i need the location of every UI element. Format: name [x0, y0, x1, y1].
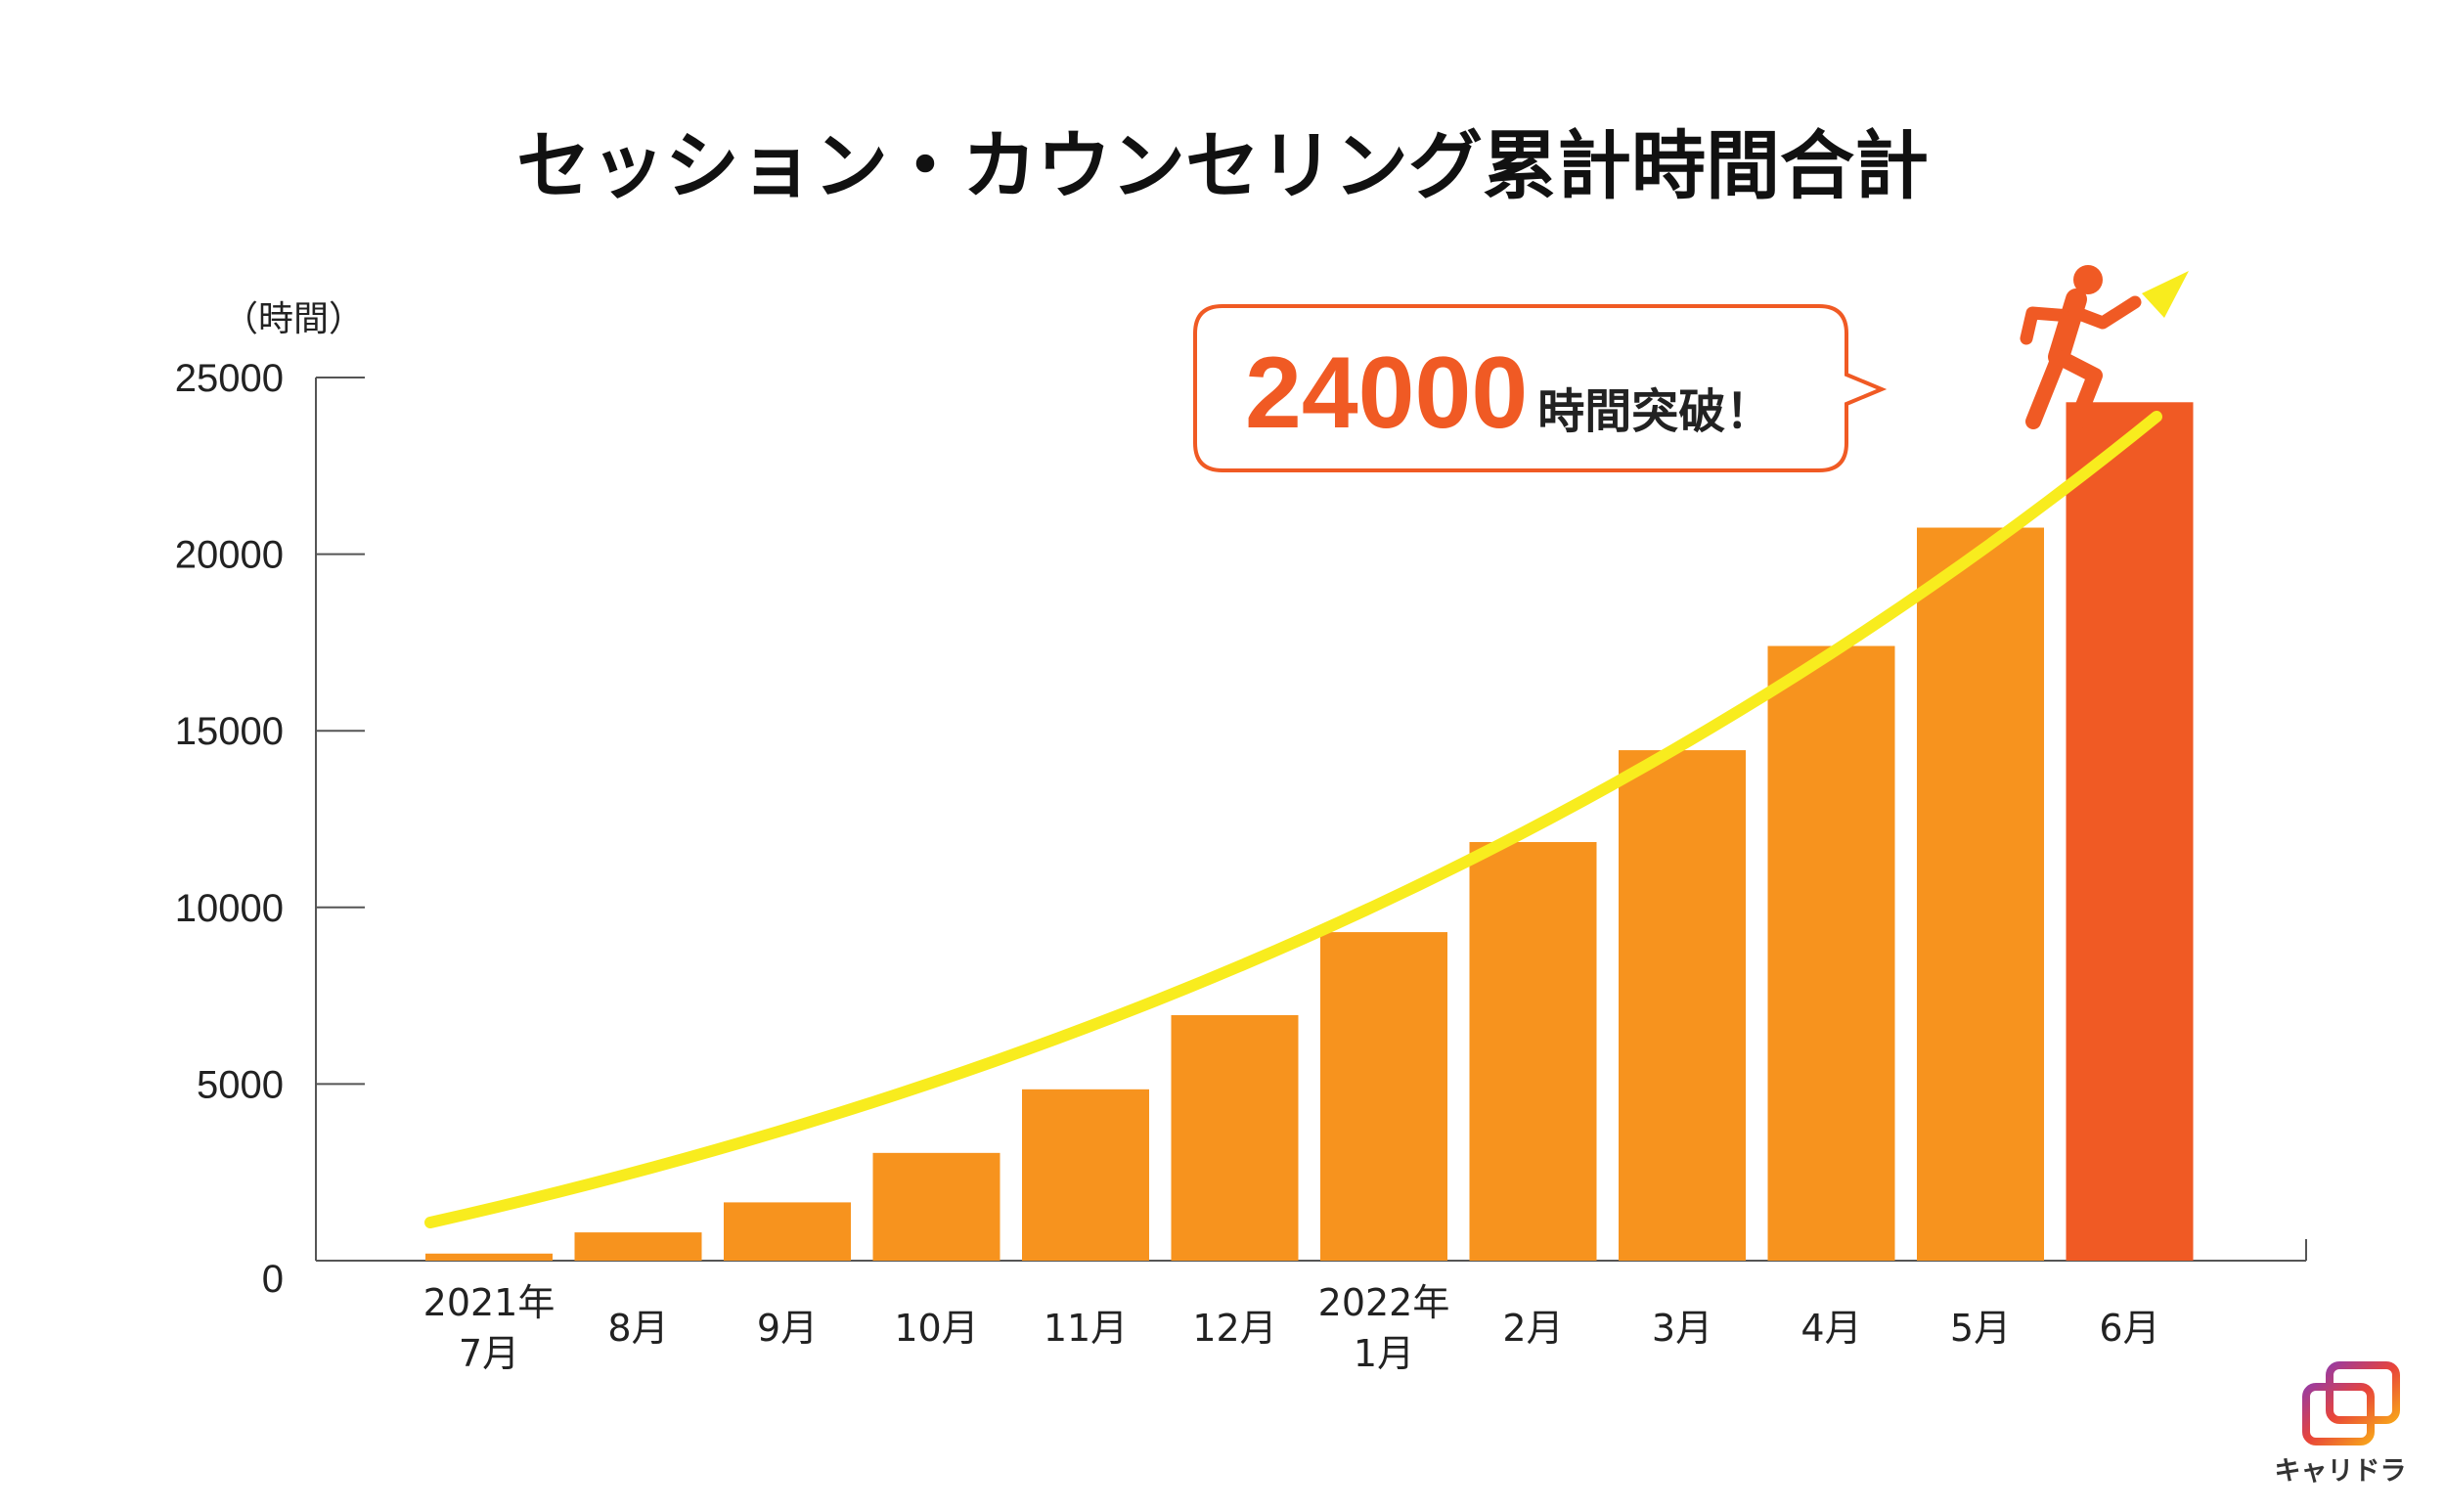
x-tick-label: 10月 — [894, 1307, 978, 1350]
y-tick-label: 25000 — [175, 357, 284, 400]
y-tick-label: 5000 — [197, 1063, 284, 1106]
callout-text: 24000 時間突破！ — [1245, 336, 1772, 450]
bar — [1767, 645, 1895, 1261]
bar — [1022, 1089, 1149, 1261]
logo-icon — [2302, 1361, 2400, 1445]
bar — [1320, 932, 1447, 1261]
chart-title: セッション・カウンセリング累計時間合計 — [516, 122, 1929, 209]
trend-arrow — [424, 411, 2162, 1228]
bar — [1469, 841, 1597, 1261]
bars — [425, 402, 2194, 1261]
y-axis-unit-label: （時間） — [223, 299, 364, 339]
running-person-icon — [2020, 265, 2142, 433]
bar — [1171, 1014, 1299, 1261]
x-tick-label: 1月 — [1354, 1332, 1414, 1375]
x-tick-label: 12月 — [1192, 1307, 1276, 1350]
y-tick-label: 0 — [262, 1258, 284, 1301]
x-tick-label: 4月 — [1800, 1307, 1861, 1350]
y-tick-label: 10000 — [175, 887, 284, 930]
x-tick-label: 3月 — [1652, 1307, 1712, 1350]
bar — [574, 1232, 702, 1261]
x-tick-label: 11月 — [1044, 1307, 1128, 1350]
callout: 24000 時間突破！ — [1193, 304, 1888, 472]
callout-suffix: 時間突破！ — [1537, 384, 1772, 439]
y-tick-label: 20000 — [175, 534, 284, 577]
bar — [724, 1202, 851, 1261]
x-tick-label: 2月 — [1502, 1307, 1563, 1350]
callout-bubble — [1193, 304, 1888, 472]
x-tick-label: 6月 — [2099, 1307, 2159, 1350]
x-tick-label: 8月 — [607, 1307, 668, 1350]
y-tick-label: 15000 — [175, 710, 284, 753]
x-tick-label: 7月 — [459, 1332, 519, 1375]
x-tick-label: 2022年 — [1318, 1281, 1450, 1324]
x-tick-label: 2021年 — [423, 1281, 556, 1324]
logo-text: キャリドラ — [2275, 1456, 2407, 1487]
trend-arrowhead — [2142, 271, 2189, 318]
callout-number: 24000 — [1245, 336, 1528, 450]
bar — [1619, 750, 1746, 1261]
logo: キャリドラ — [2275, 1361, 2407, 1487]
x-tick-label: 9月 — [757, 1307, 818, 1350]
bar — [1917, 527, 2044, 1261]
x-tick-label: 5月 — [1950, 1307, 2011, 1350]
bar — [2066, 402, 2194, 1261]
bar — [872, 1152, 1000, 1261]
bar — [425, 1253, 553, 1261]
x-axis-tick-labels: 2021年 7月 8月 9月 10月 11月 12月 2022年 1月 2月 3月 4月 5月 6月 — [423, 1281, 2160, 1375]
